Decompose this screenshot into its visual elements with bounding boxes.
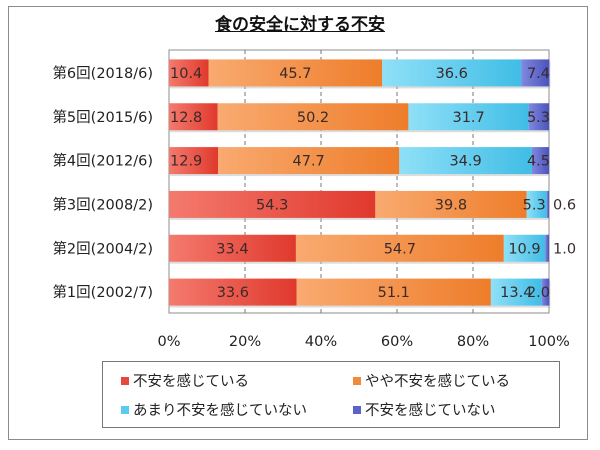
x-tick-label: 100% [528, 334, 569, 350]
data-label: 2.0 [527, 285, 550, 301]
data-label: 33.4 [216, 241, 248, 257]
legend-label: 不安を感じている [133, 374, 249, 390]
data-label: 34.9 [449, 154, 481, 170]
bar-segment [169, 234, 296, 262]
x-tick-label: 80% [457, 334, 489, 350]
bar-segment [490, 278, 542, 306]
x-tick-label: 0% [157, 334, 180, 350]
data-label: 4.5 [527, 154, 550, 170]
data-label: 45.7 [279, 66, 311, 82]
bar-segment [382, 59, 522, 87]
data-label: 13.4 [500, 285, 532, 301]
bar-segment [218, 147, 400, 175]
bar-segment [169, 278, 297, 306]
category-label: 第1回(2002/7) [52, 283, 153, 301]
legend-label: あまり不安を感じていない [133, 403, 307, 419]
legend-item-not-anxious: 不安を感じていない [353, 399, 496, 420]
data-label: 54.3 [256, 197, 288, 213]
x-tick-label: 40% [305, 334, 337, 350]
legend-item-not-very-anxious: あまり不安を感じていない [121, 399, 307, 420]
bar-segment [503, 234, 546, 262]
bar-segment [526, 190, 547, 218]
data-label: 10.9 [508, 241, 540, 257]
data-label: 5.3 [523, 197, 546, 213]
bar-segment [541, 278, 550, 306]
data-label: 50.2 [297, 110, 329, 126]
bar-segment [545, 234, 549, 262]
category-label: 第2回(2004/2) [52, 239, 153, 257]
bar-segment [169, 190, 376, 218]
chart-title-text: 食の安全に対する不安 [215, 15, 385, 35]
x-tick-label: 60% [381, 334, 413, 350]
data-label: 5.3 [527, 110, 550, 126]
bar-segment [217, 103, 409, 131]
data-label: 33.6 [217, 285, 249, 301]
bar-segment [408, 103, 529, 131]
bar-segment [399, 147, 532, 175]
bar-segment [296, 278, 491, 306]
bar-segment [295, 234, 504, 262]
legend-label: 不安を感じていない [365, 403, 496, 419]
legend-item-anxious: 不安を感じている [121, 370, 249, 391]
category-label: 第5回(2015/6) [52, 108, 153, 126]
data-label: 10.4 [170, 66, 202, 82]
bar-segment [521, 59, 550, 87]
legend-swatch-anxious [121, 377, 129, 385]
legend: 不安を感じている やや不安を感じている あまり不安を感じていない 不安を感じてい… [102, 361, 560, 428]
data-label: 39.8 [435, 197, 467, 213]
legend-swatch-not-anxious [353, 406, 361, 414]
data-label: 7.4 [527, 66, 550, 82]
category-label: 第6回(2018/6) [52, 64, 153, 82]
chart-title: 食の安全に対する不安 [0, 10, 600, 35]
bar-segment [546, 190, 549, 218]
data-label: 1.0 [553, 241, 576, 257]
data-label: 47.7 [293, 154, 325, 170]
data-label: 36.6 [436, 66, 468, 82]
legend-item-somewhat-anxious: やや不安を感じている [353, 370, 510, 391]
category-label: 第4回(2012/6) [52, 152, 153, 170]
bar-segment [208, 59, 383, 87]
plot-area [168, 49, 550, 314]
legend-swatch-somewhat-anxious [353, 377, 361, 385]
data-label: 51.1 [378, 285, 410, 301]
data-label: 31.7 [452, 110, 484, 126]
bar-segment [169, 147, 219, 175]
data-label: 12.9 [170, 154, 202, 170]
data-label: 54.7 [384, 241, 416, 257]
bar-segment [169, 103, 218, 131]
data-label: 0.6 [553, 197, 576, 213]
bar-segment [531, 147, 549, 175]
legend-label: やや不安を感じている [365, 374, 510, 390]
bar-segment [375, 190, 527, 218]
data-label: 12.8 [170, 110, 202, 126]
x-tick-label: 20% [229, 334, 261, 350]
bar-segment [169, 59, 209, 87]
category-label: 第3回(2008/2) [52, 195, 153, 213]
bar-segment [528, 103, 549, 131]
legend-swatch-not-very-anxious [121, 406, 129, 414]
